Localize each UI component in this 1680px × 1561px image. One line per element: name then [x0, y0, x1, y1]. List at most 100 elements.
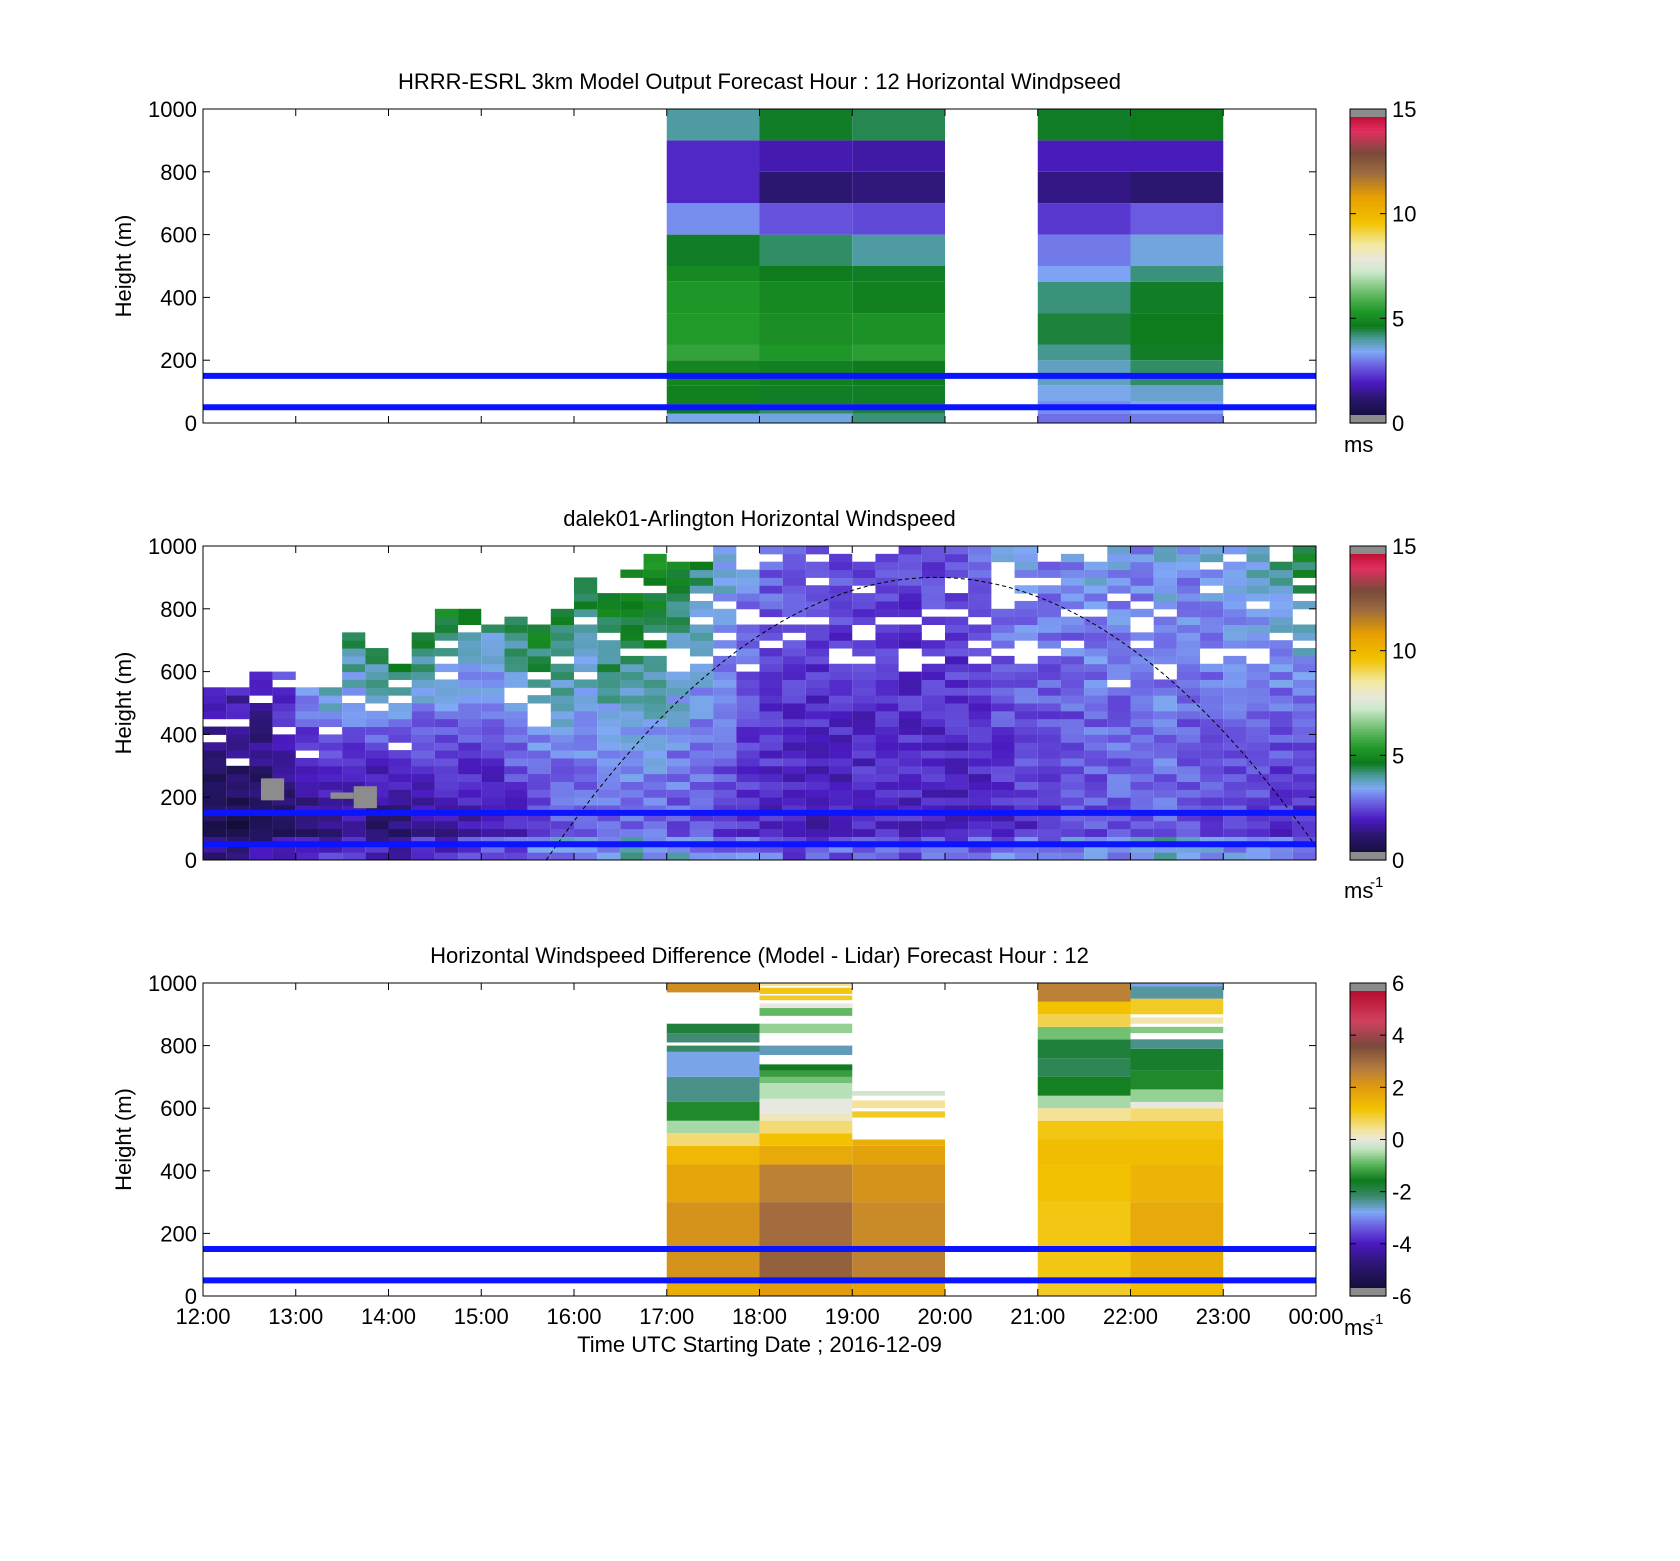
heatmap-cell [713, 695, 737, 704]
heatmap-cell [736, 695, 760, 704]
heatmap-cell [388, 671, 412, 680]
colorbar-segment [1350, 388, 1386, 393]
colorbar-segment [1350, 705, 1386, 709]
heatmap-cell [249, 718, 273, 728]
heatmap-cell [852, 281, 945, 314]
heatmap-cell [1014, 828, 1038, 837]
heatmap-cell [1060, 569, 1085, 578]
heatmap-cell [1269, 695, 1293, 704]
heatmap-cell [1130, 593, 1154, 602]
heatmap-cell [921, 789, 945, 798]
heatmap-cell [434, 797, 459, 806]
heatmap-cell [736, 679, 760, 688]
heatmap-cell [388, 663, 412, 673]
heatmap-cell [226, 836, 250, 845]
heatmap-cell [991, 655, 1015, 665]
heatmap-cell [782, 765, 806, 775]
heatmap-cell [875, 655, 899, 665]
heatmap-cell [1130, 140, 1224, 172]
heatmap-cell [643, 608, 667, 618]
heatmap-cell [1292, 546, 1316, 555]
heatmap-cell [1084, 648, 1108, 657]
heatmap-cell [875, 648, 899, 657]
heatmap-cell [411, 687, 435, 696]
colorbar-segment [1350, 752, 1386, 756]
colorbar-segment [1350, 1222, 1386, 1227]
colorbar-segment [1350, 1014, 1386, 1018]
heatmap-cell [666, 1164, 760, 1203]
heatmap-cell [1153, 797, 1177, 806]
heatmap-cell [1153, 561, 1177, 571]
heatmap-cell [1153, 577, 1177, 586]
colorbar-segment [1350, 585, 1386, 589]
heatmap-cell [829, 632, 853, 641]
colorbar-segment [1350, 663, 1386, 667]
heatmap-cell [1014, 632, 1038, 641]
x-tick-label: 23:00 [1196, 1304, 1251, 1329]
heatmap-cell [1246, 836, 1270, 845]
heatmap-cell [550, 789, 574, 798]
heatmap-cell [1269, 679, 1293, 688]
heatmap-cell [620, 655, 644, 665]
heatmap-cell [666, 1076, 760, 1102]
colorbar-segment [1350, 239, 1386, 244]
heatmap-cell [1084, 828, 1108, 837]
heatmap-cell [875, 844, 899, 853]
heatmap-cell [318, 781, 343, 790]
heatmap-cell [527, 781, 551, 790]
heatmap-cell [1014, 789, 1038, 798]
colorbar-segment [1350, 216, 1386, 220]
heatmap-cells [666, 109, 1224, 423]
heatmap-cell [921, 687, 945, 696]
heatmap-cell [1060, 553, 1085, 563]
heatmap-cell [481, 773, 505, 782]
heatmap-cell [411, 781, 435, 790]
heatmap-cell [597, 805, 621, 814]
colorbar-segment [1350, 658, 1386, 662]
colorbar-overflow [1350, 546, 1386, 554]
heatmap-cell [852, 1164, 945, 1203]
heatmap-cell [1292, 553, 1316, 563]
heatmap-cell [991, 852, 1015, 860]
heatmap-cell [713, 844, 737, 853]
heatmap-cell [1292, 781, 1316, 790]
heatmap-cell [898, 632, 922, 641]
colorbar-segment [1350, 784, 1386, 788]
colorbar-tick-label: -2 [1392, 1180, 1412, 1205]
colorbar-segment [1350, 1131, 1386, 1135]
heatmap-cell [1176, 546, 1201, 555]
heatmap-cell [597, 820, 621, 830]
heatmap-cell [318, 836, 343, 845]
heatmap-cell [852, 805, 876, 814]
heatmap-cell [782, 569, 806, 578]
heatmap-cell [921, 593, 945, 602]
heatmap-cell [249, 828, 273, 837]
heatmap-cell [1037, 773, 1061, 782]
heatmap-cell [736, 734, 760, 743]
heatmap-cell [829, 679, 853, 688]
heatmap-cell [1130, 710, 1154, 720]
heatmap-cell [1014, 812, 1038, 822]
heatmap-cell [458, 789, 482, 798]
heatmap-cell [968, 773, 992, 782]
heatmap-cell [295, 836, 319, 845]
heatmap-cell [1107, 820, 1131, 830]
colorbar-segment [1350, 135, 1386, 139]
heatmap-cell [504, 624, 528, 633]
heatmap-cell [342, 679, 366, 688]
colorbar-segment [1350, 1157, 1386, 1161]
heatmap-cell [1153, 836, 1177, 845]
heatmap-cell [527, 632, 551, 641]
colorbar-segment [1350, 1032, 1386, 1036]
heatmap-cell [365, 852, 389, 860]
heatmap-cell [574, 852, 598, 860]
colorbar-segment [1350, 836, 1386, 840]
heatmap-cell [921, 663, 945, 673]
colorbar-tick-label: 5 [1392, 306, 1404, 331]
heatmap-cell [620, 593, 644, 602]
heatmap-cell [1153, 718, 1177, 728]
heatmap-cell [805, 703, 830, 712]
heatmap-cell [365, 742, 389, 751]
heatmap-cell [736, 624, 760, 633]
heatmap-cell [736, 687, 760, 696]
